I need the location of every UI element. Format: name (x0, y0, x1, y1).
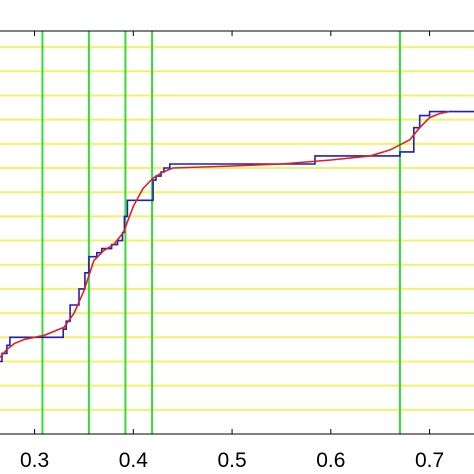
axes-layer (0, 30, 474, 435)
series-step-line (0, 110, 474, 363)
x-tick-layer: 0.3 0.4 0.5 0.6 0.7 (20, 31, 444, 472)
series-fit-line (0, 110, 450, 358)
x-tick-label-5: 0.7 (415, 449, 444, 472)
horizontal-reference-lines (0, 46, 474, 411)
x-tick-label-2: 0.4 (119, 449, 149, 472)
x-tick-label-3: 0.5 (217, 449, 246, 472)
x-tick-label-1: 0.3 (20, 449, 49, 472)
vertical-reference-lines (41, 31, 401, 434)
x-tick-label-4: 0.6 (316, 449, 345, 472)
series-layer (0, 110, 474, 363)
